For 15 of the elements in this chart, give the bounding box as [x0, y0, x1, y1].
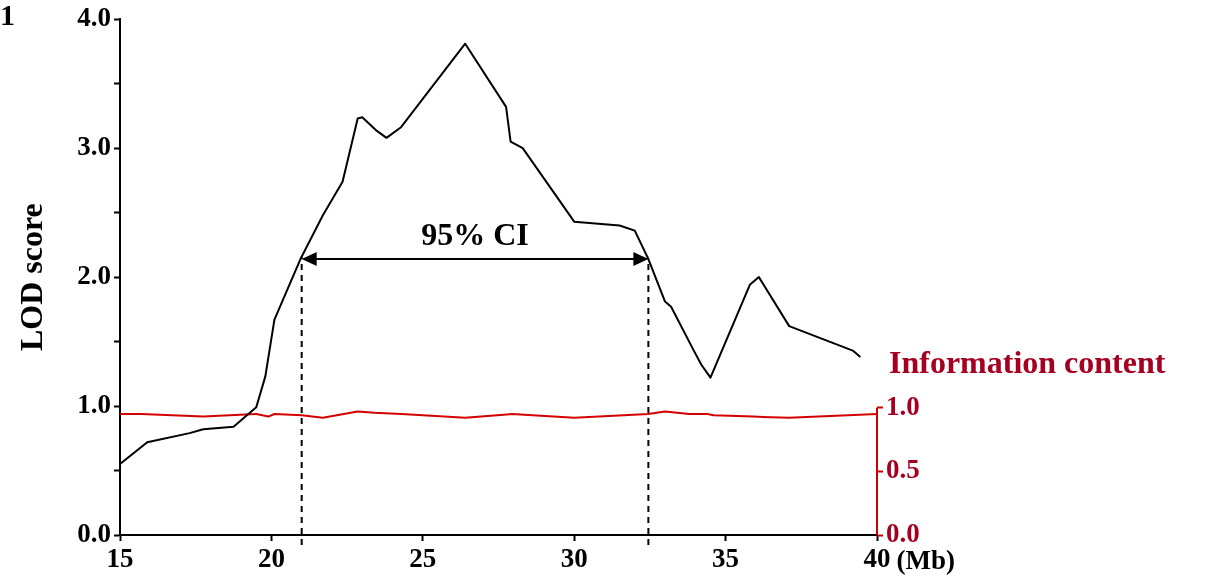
y2-tick-label: 1.0 — [886, 390, 920, 421]
x-tick-label: 30 — [560, 543, 588, 574]
y-axis-title: LOD score — [13, 203, 50, 352]
x-tick-label: 20 — [257, 543, 285, 574]
y-tick-label: 2.0 — [77, 260, 111, 291]
y-tick-label: 4.0 — [77, 2, 111, 33]
y-tick-label: 1.0 — [77, 389, 111, 420]
annotation: 95% CI — [421, 216, 529, 253]
y-tick-label: 3.0 — [77, 131, 111, 162]
x-axis-title: (Mb) — [896, 545, 955, 576]
y2-tick-label: 0.5 — [886, 454, 920, 485]
y2-axis-title: Information content — [889, 343, 1166, 380]
text: 1 — [0, 0, 15, 31]
x-tick-label: 35 — [712, 543, 740, 574]
x-tick-label: 25 — [409, 543, 437, 574]
